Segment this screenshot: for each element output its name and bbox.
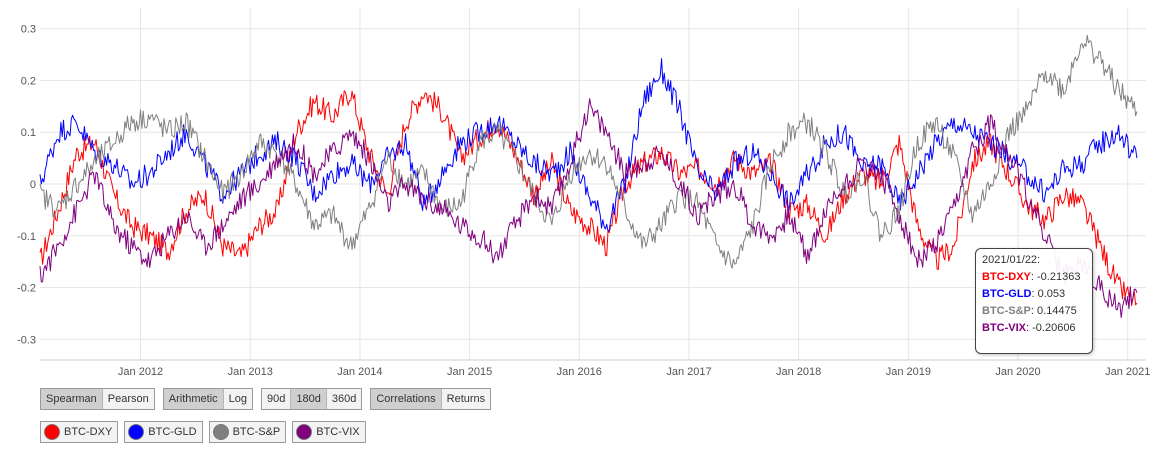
legend-label: BTC-GLD [148,426,197,438]
legend-label: BTC-DXY [64,426,113,438]
scale-toggle: Arithmetic Log [162,388,254,410]
correlation-chart: 0.30.20.10-0.1-0.2-0.3 Jan 2012 Jan 2013 J… [17,8,1150,378]
spearman-button[interactable]: Spearman [41,389,103,409]
tooltip-value: 0.053 [1037,288,1066,300]
tooltip-row-vix: BTC-VIX: -0.20606 [982,322,1076,334]
tooltip-key: BTC-S&P [982,305,1031,317]
y-tick-label: -0.2 [17,283,36,295]
y-tick-label: 0.1 [21,127,36,139]
tooltip-key: BTC-GLD [982,288,1032,300]
tooltip-value: -0.20606 [1032,322,1076,334]
arithmetic-button[interactable]: Arithmetic [163,389,224,409]
x-tick-label: Jan 2014 [337,366,382,378]
legend-item-btc-dxy[interactable]: BTC-DXY [40,421,119,443]
tooltip-key: BTC-VIX [982,322,1026,334]
legend-dot-icon [44,424,60,440]
tooltip-date: 2021/01/22: [982,254,1041,266]
y-tick-label: -0.1 [17,231,36,243]
series-line-btcsp[interactable] [39,34,1138,269]
x-tick-label: Jan 2018 [776,366,821,378]
window-90d-button[interactable]: 90d [262,389,292,409]
tooltip-value: 0.14475 [1037,305,1077,317]
x-tick-label: Jan 2017 [666,366,711,378]
x-tick-label: Jan 2015 [447,366,492,378]
y-tick-label: 0.2 [21,75,36,87]
legend-item-btc-sp[interactable]: BTC-S&P [208,421,287,443]
window-360d-button[interactable]: 360d [326,389,362,409]
y-tick-label: -0.3 [17,334,36,346]
series-line-btcvix[interactable] [39,98,1138,319]
x-tick-label: Jan 2019 [886,366,931,378]
x-tick-label: Jan 2021 [1105,366,1150,378]
tooltip-row-gld: BTC-GLD: 0.053 [982,288,1066,300]
legend-label: BTC-VIX [316,426,360,438]
correlations-button[interactable]: Correlations [371,389,442,409]
legend-item-btc-vix[interactable]: BTC-VIX [292,421,366,443]
legend-dot-icon [212,424,229,440]
series-line-btcgld[interactable] [39,58,1138,232]
series-lines [39,34,1138,319]
mode-toggle: Correlations Returns [370,388,492,410]
chart-controls: Spearman Pearson Arithmetic Log 90d 180d… [40,388,492,410]
x-tick-label: Jan 2013 [228,366,273,378]
chart-tooltip: 2021/01/22: BTC-DXY: -0.21363 BTC-GLD: 0… [975,248,1093,354]
tooltip-key: BTC-DXY [982,271,1031,283]
tooltip-value: -0.21363 [1037,271,1081,283]
y-axis: 0.3 0.2 0.1 0 -0.1 -0.2 -0.3 [17,24,36,347]
tooltip-row-sp: BTC-S&P: 0.14475 [982,305,1077,317]
x-tick-label: Jan 2020 [995,366,1040,378]
pearson-button[interactable]: Pearson [102,389,154,409]
window-toggle: 90d 180d 360d [261,388,363,410]
x-tick-label: Jan 2016 [557,366,602,378]
y-tick-label: 0 [30,179,36,191]
x-tick-label: Jan 2012 [118,366,163,378]
window-180d-button[interactable]: 180d [291,389,327,409]
legend-item-btc-gld[interactable]: BTC-GLD [124,421,203,443]
method-toggle: Spearman Pearson [40,388,155,410]
legend-dot-icon [128,424,145,440]
series-line-btcdxy[interactable] [39,90,1138,307]
chart-legend: BTC-DXY BTC-GLD BTC-S&P BTC-VIX [40,421,366,443]
y-tick-label: 0.3 [21,24,36,36]
legend-dot-icon [296,424,313,440]
tooltip-row-dxy: BTC-DXY: -0.21363 [982,271,1081,283]
legend-label: BTC-S&P [232,426,281,438]
returns-button[interactable]: Returns [441,389,491,409]
log-button[interactable]: Log [223,389,253,409]
x-axis: Jan 2012 Jan 2013 Jan 2014 Jan 2015 Jan 2016… [118,366,1150,378]
